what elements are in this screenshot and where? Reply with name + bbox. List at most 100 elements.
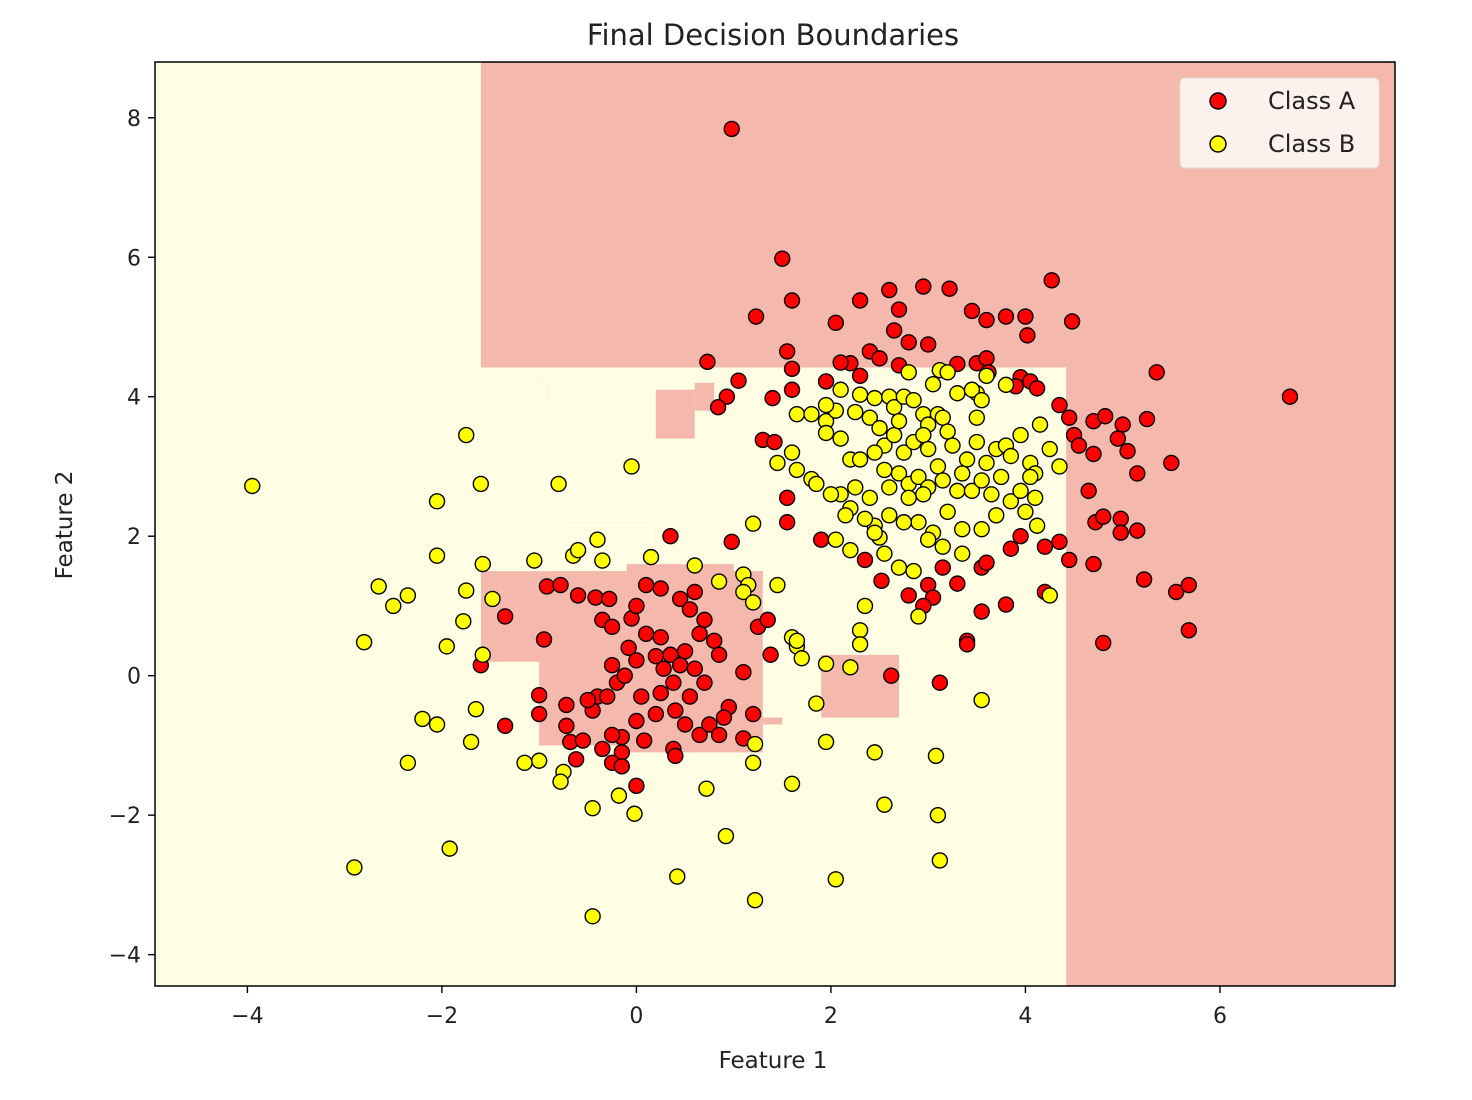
- class-a-point: [637, 625, 655, 643]
- class-a-point: [963, 302, 981, 320]
- class-b-point: [428, 716, 446, 733]
- class-a-point: [616, 667, 633, 684]
- class-a-point: [567, 751, 585, 768]
- class-a-point: [1095, 508, 1112, 525]
- class-b-point: [931, 852, 949, 869]
- class-a-point: [1148, 364, 1165, 381]
- class-b-point: [744, 594, 762, 611]
- class-a-point: [1051, 533, 1068, 550]
- class-a-point: [667, 702, 684, 719]
- class-b-point: [983, 486, 1000, 503]
- class-a-point: [671, 590, 689, 608]
- class-b-point: [516, 754, 533, 772]
- class-a-point: [535, 631, 553, 648]
- class-a-point: [652, 580, 669, 597]
- class-b-point: [346, 859, 363, 876]
- class-a-point: [574, 732, 592, 749]
- class-b-point: [929, 806, 947, 824]
- class-b-point: [949, 482, 966, 500]
- class-a-point: [764, 389, 781, 407]
- class-a-point: [1043, 272, 1060, 289]
- class-a-point: [978, 554, 995, 571]
- class-b-point: [1051, 458, 1068, 475]
- x-tick-label: −4: [231, 1004, 263, 1029]
- class-b-point: [474, 646, 491, 663]
- class-a-point: [1129, 465, 1146, 482]
- region-class-b: [480, 787, 1067, 986]
- class-b-point: [954, 521, 971, 538]
- chart-title: Final Decision Boundaries: [587, 18, 959, 52]
- class-b-point: [788, 461, 806, 479]
- class-b-point: [458, 426, 475, 444]
- class-a-point: [667, 747, 684, 765]
- class-b-point: [881, 479, 898, 496]
- region-class-b: [782, 717, 1067, 788]
- class-a-point: [812, 531, 830, 548]
- class-b-point: [861, 489, 879, 507]
- class-a-point: [978, 350, 995, 367]
- class-b-point: [997, 376, 1015, 394]
- class-b-point: [876, 461, 893, 479]
- region-class-a: [1066, 367, 1395, 987]
- class-a-point: [817, 373, 835, 390]
- class-a-point: [949, 575, 966, 592]
- class-a-point: [900, 587, 917, 604]
- class-b-point: [484, 590, 501, 608]
- class-a-point: [851, 292, 869, 309]
- class-b-point: [866, 744, 883, 761]
- class-a-point: [783, 381, 801, 398]
- class-a-point: [1095, 634, 1112, 652]
- class-a-point: [594, 740, 611, 758]
- class-b-point: [817, 396, 835, 414]
- class-a-point: [1060, 409, 1078, 426]
- region-class-b: [821, 571, 968, 655]
- class-a-point: [652, 684, 669, 702]
- class-a-point: [706, 632, 723, 650]
- x-tick-label: 0: [629, 1004, 643, 1029]
- class-a-point: [709, 398, 727, 416]
- class-b-point: [1002, 493, 1020, 510]
- class-b-point: [808, 475, 825, 493]
- class-b-point: [919, 440, 937, 458]
- class-a-point: [915, 278, 932, 295]
- class-b-point: [686, 557, 703, 574]
- class-a-point: [1112, 510, 1129, 527]
- class-a-point: [1180, 576, 1198, 594]
- class-b-point: [526, 552, 543, 569]
- y-tick-label: 8: [127, 107, 141, 132]
- class-a-point: [558, 717, 575, 735]
- class-b-point: [462, 733, 480, 751]
- class-b-point: [871, 419, 888, 437]
- class-a-point: [681, 688, 699, 705]
- class-b-point: [569, 541, 587, 559]
- class-b-point: [1028, 517, 1046, 534]
- class-b-point: [385, 597, 402, 615]
- class-a-point: [1096, 408, 1114, 425]
- class-b-point: [428, 547, 446, 564]
- class-b-point: [992, 468, 1010, 486]
- class-a-point: [686, 583, 703, 601]
- class-b-point: [939, 364, 956, 381]
- class-a-point: [686, 660, 703, 677]
- class-b-point: [1002, 447, 1020, 465]
- class-b-point: [414, 710, 431, 728]
- class-a-point: [652, 629, 669, 646]
- plot-area-frame: [154, 61, 1396, 987]
- class-a-point: [691, 625, 708, 643]
- class-a-point: [628, 652, 645, 669]
- class-b-point: [934, 409, 951, 426]
- class-b-point: [939, 503, 956, 520]
- class-a-point: [873, 572, 890, 590]
- class-b-point: [1041, 440, 1058, 458]
- class-b-point: [455, 613, 472, 630]
- class-a-point: [1070, 437, 1088, 454]
- legend: Class A Class B: [1179, 77, 1380, 169]
- class-a-point: [655, 660, 672, 677]
- class-a-point: [637, 576, 655, 594]
- class-a-point: [783, 360, 801, 378]
- class-a-point: [715, 709, 733, 726]
- class-a-point: [774, 250, 791, 267]
- class-b-point: [642, 548, 660, 566]
- class-b-point: [866, 444, 883, 461]
- class-b-point: [963, 381, 981, 398]
